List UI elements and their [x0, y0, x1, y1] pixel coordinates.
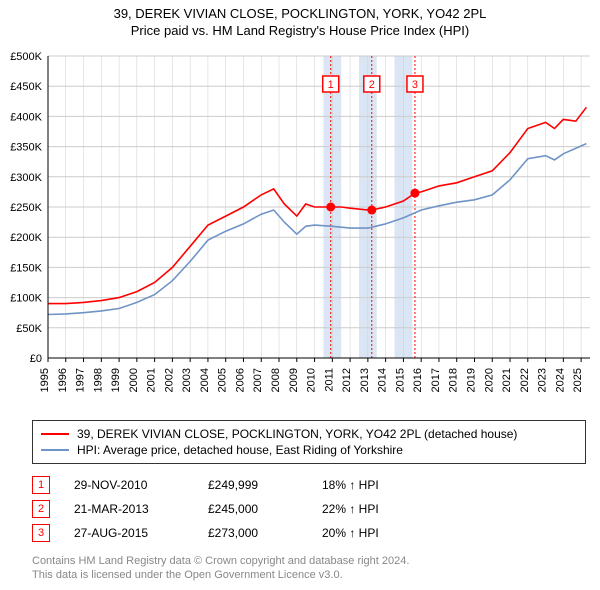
svg-text:2016: 2016 — [412, 368, 424, 392]
legend-item: 39, DEREK VIVIAN CLOSE, POCKLINGTON, YOR… — [41, 427, 577, 441]
svg-text:1998: 1998 — [92, 368, 104, 392]
svg-text:2014: 2014 — [377, 368, 389, 392]
sale-marker-icon: 3 — [32, 524, 50, 542]
svg-text:2008: 2008 — [270, 368, 282, 392]
svg-text:1997: 1997 — [75, 368, 87, 392]
svg-text:2024: 2024 — [554, 368, 566, 392]
svg-text:£350K: £350K — [10, 142, 42, 154]
svg-text:2006: 2006 — [234, 368, 246, 392]
svg-text:1999: 1999 — [110, 368, 122, 392]
svg-text:2000: 2000 — [128, 368, 140, 392]
credits-line: This data is licensed under the Open Gov… — [32, 568, 409, 582]
svg-text:2001: 2001 — [146, 368, 158, 392]
chart-area: £0 £50K £100K £150K £200K £250K £300K £350K £400… — [0, 48, 600, 413]
transaction-table: 1 29-NOV-2010 £249,999 18% ↑ HPI 2 21-MA… — [32, 470, 379, 548]
title-subtitle: Price paid vs. HM Land Registry's House … — [0, 23, 600, 38]
legend-item: HPI: Average price, detached house, East… — [41, 443, 577, 457]
svg-text:2018: 2018 — [448, 368, 460, 392]
title-address: 39, DEREK VIVIAN CLOSE, POCKLINGTON, YOR… — [0, 6, 600, 21]
chart-container: 39, DEREK VIVIAN CLOSE, POCKLINGTON, YOR… — [0, 0, 600, 590]
svg-text:2002: 2002 — [163, 368, 175, 392]
svg-text:2020: 2020 — [483, 368, 495, 392]
sale-price: £249,999 — [208, 478, 298, 492]
sale-delta: 18% ↑ HPI — [322, 478, 379, 492]
svg-text:2022: 2022 — [519, 368, 531, 392]
legend-swatch — [41, 449, 69, 451]
svg-text:£450K: £450K — [10, 81, 42, 93]
svg-text:2010: 2010 — [306, 368, 318, 392]
svg-text:2023: 2023 — [537, 368, 549, 392]
svg-text:£150K: £150K — [10, 262, 42, 274]
svg-text:1: 1 — [328, 79, 334, 91]
svg-text:2003: 2003 — [181, 368, 193, 392]
sale-delta: 22% ↑ HPI — [322, 502, 379, 516]
svg-text:2017: 2017 — [430, 368, 442, 392]
sale-marker-icon: 1 — [32, 476, 50, 494]
titles: 39, DEREK VIVIAN CLOSE, POCKLINGTON, YOR… — [0, 0, 600, 38]
credits: Contains HM Land Registry data © Crown c… — [32, 554, 409, 583]
svg-text:1995: 1995 — [39, 368, 51, 392]
table-row: 2 21-MAR-2013 £245,000 22% ↑ HPI — [32, 500, 379, 518]
svg-text:2013: 2013 — [359, 368, 371, 392]
svg-text:2015: 2015 — [394, 368, 406, 392]
sale-delta: 20% ↑ HPI — [322, 526, 379, 540]
svg-text:2005: 2005 — [217, 368, 229, 392]
svg-text:2007: 2007 — [252, 368, 264, 392]
svg-text:£0: £0 — [30, 353, 42, 365]
table-row: 1 29-NOV-2010 £249,999 18% ↑ HPI — [32, 476, 379, 494]
svg-text:1996: 1996 — [57, 368, 69, 392]
svg-text:£250K: £250K — [10, 202, 42, 214]
svg-text:£50K: £50K — [16, 323, 42, 335]
legend: 39, DEREK VIVIAN CLOSE, POCKLINGTON, YOR… — [32, 420, 586, 464]
svg-text:2009: 2009 — [288, 368, 300, 392]
svg-text:2019: 2019 — [465, 368, 477, 392]
legend-label: HPI: Average price, detached house, East… — [77, 443, 403, 457]
credits-line: Contains HM Land Registry data © Crown c… — [32, 554, 409, 568]
svg-text:2021: 2021 — [501, 368, 513, 392]
chart-svg: £0 £50K £100K £150K £200K £250K £300K £350K £400… — [0, 48, 600, 413]
table-row: 3 27-AUG-2015 £273,000 20% ↑ HPI — [32, 524, 379, 542]
svg-text:£400K: £400K — [10, 111, 42, 123]
legend-label: 39, DEREK VIVIAN CLOSE, POCKLINGTON, YOR… — [77, 427, 517, 441]
svg-text:£100K: £100K — [10, 293, 42, 305]
sale-price: £245,000 — [208, 502, 298, 516]
svg-text:2004: 2004 — [199, 368, 211, 392]
svg-text:3: 3 — [412, 79, 418, 91]
sale-date: 29-NOV-2010 — [74, 478, 184, 492]
sale-price: £273,000 — [208, 526, 298, 540]
svg-text:2012: 2012 — [341, 368, 353, 392]
svg-text:2025: 2025 — [572, 368, 584, 392]
legend-swatch — [41, 433, 69, 435]
svg-text:£300K: £300K — [10, 172, 42, 184]
svg-text:£200K: £200K — [10, 232, 42, 244]
sale-marker-icon: 2 — [32, 500, 50, 518]
svg-text:2: 2 — [369, 79, 375, 91]
svg-text:£500K: £500K — [10, 51, 42, 63]
svg-text:2011: 2011 — [323, 368, 335, 392]
sale-date: 21-MAR-2013 — [74, 502, 184, 516]
sale-date: 27-AUG-2015 — [74, 526, 184, 540]
